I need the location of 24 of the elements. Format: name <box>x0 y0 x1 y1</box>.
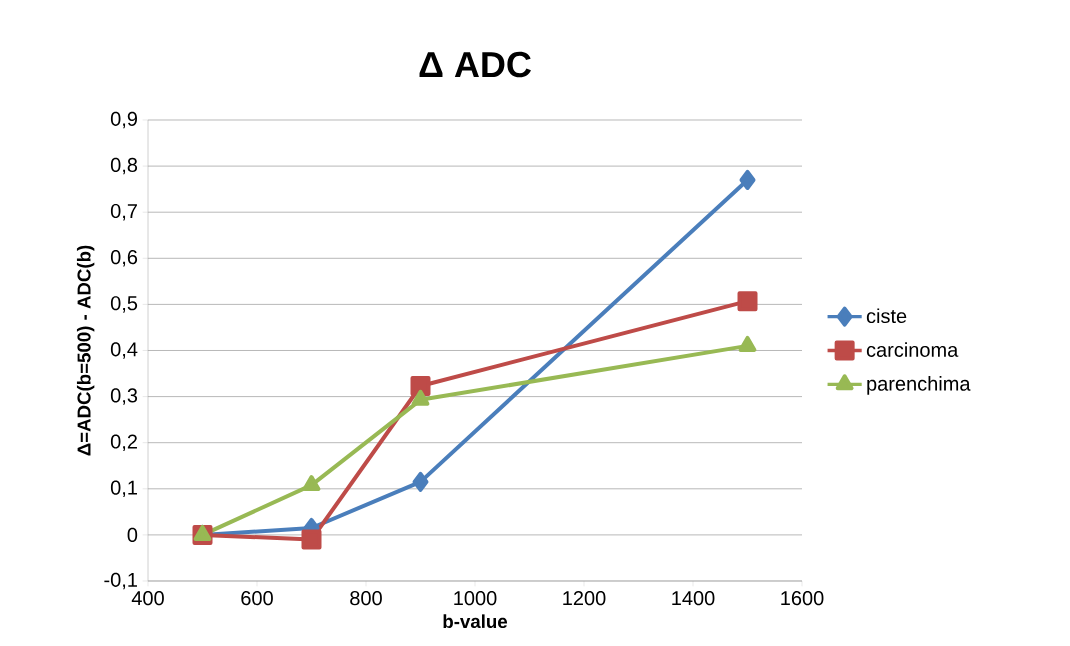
chart-title: Δ ADC <box>419 51 531 78</box>
x-tick-label: 800 <box>350 591 382 606</box>
legend-label: parenchima <box>867 376 971 395</box>
x-tick-label: 400 <box>131 591 164 606</box>
y-tick-label: 0,5 <box>110 296 138 313</box>
x-tick-label: 1000 <box>454 591 497 606</box>
legend-label: ciste <box>866 308 907 324</box>
y-tick-label: 0,8 <box>110 157 138 175</box>
y-axis-title: Δ=ADC(b=500) - ADC(b) <box>76 245 95 456</box>
x-tick-label: 1400 <box>672 591 715 606</box>
y-tick-label: 0 <box>127 527 138 542</box>
x-tick-label: 1600 <box>781 591 824 606</box>
y-tick-label: 0,1 <box>110 480 137 498</box>
y-tick-label: 0,6 <box>110 250 138 267</box>
x-tick-label: 1200 <box>563 591 606 606</box>
legend-label: carcinoma <box>866 342 959 357</box>
y-tick-label: -0,1 <box>104 572 137 590</box>
x-axis-title: b-value <box>443 614 508 629</box>
y-tick-label: 0,2 <box>110 434 137 451</box>
y-tick-label: 0,3 <box>110 388 138 405</box>
y-tick-label: 0,4 <box>110 342 138 359</box>
x-tick-label: 600 <box>241 591 273 606</box>
y-tick-label: 0,7 <box>110 203 137 221</box>
y-tick-label: 0,9 <box>110 111 137 129</box>
